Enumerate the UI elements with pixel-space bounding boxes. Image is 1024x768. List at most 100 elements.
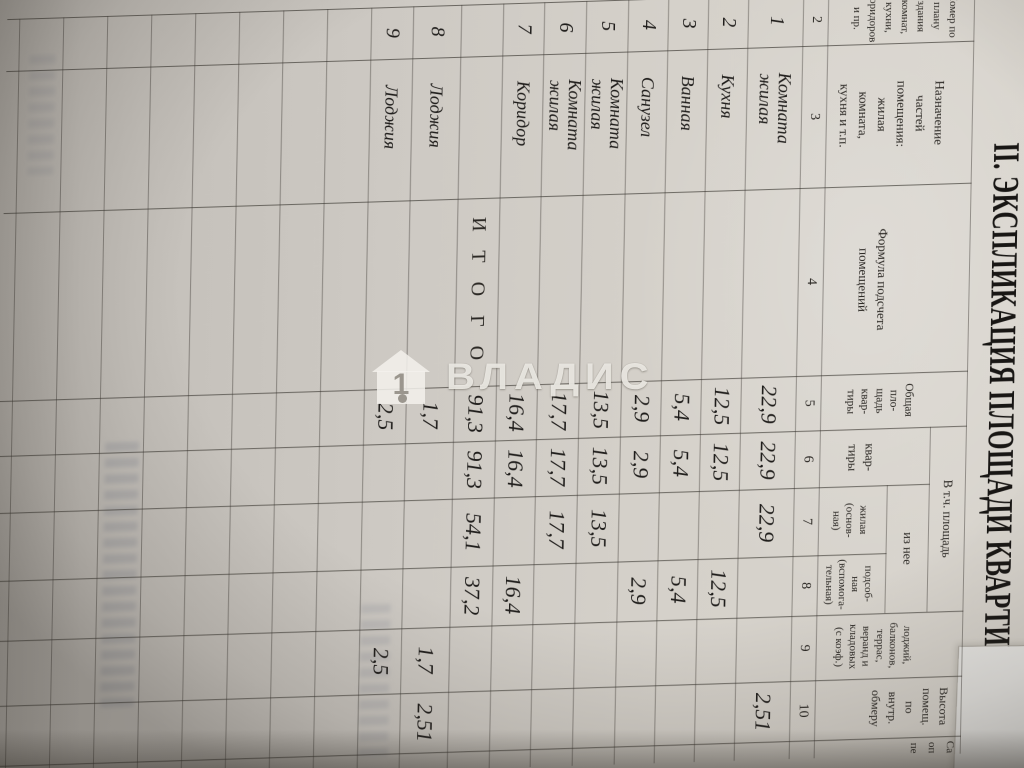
table-row-line xyxy=(312,9,329,768)
column-number-cell: 3 xyxy=(807,112,823,121)
header-plan-number-line: кухни, xyxy=(882,1,896,33)
area-value-cell: 12,5 xyxy=(705,568,732,609)
watermark-text: ВЛАДИС xyxy=(446,356,655,397)
row-number-cell: 5 xyxy=(597,20,620,32)
header-living-area-line: ная) xyxy=(829,510,843,531)
row-number-cell: 7 xyxy=(513,23,536,35)
room-name-line: Комната xyxy=(773,72,796,145)
area-value-cell: 22,9 xyxy=(754,503,781,543)
header-purpose-line: жилая xyxy=(874,97,891,132)
header-purpose-line: помещения: xyxy=(893,80,910,148)
header-loggias-area-line: лоджий, xyxy=(900,625,914,665)
header-plan-number-line: здания xyxy=(914,0,928,33)
header-auxiliary-area-line: ная xyxy=(848,575,862,593)
header-purpose-line: частей xyxy=(912,94,929,132)
header-living-area: жилая (основ-ная) xyxy=(828,486,870,555)
header-height: Высота помещ. по внутр. обмеру xyxy=(866,676,952,739)
column-number-cell: 5 xyxy=(801,399,818,407)
area-value-cell: 16,4 xyxy=(503,448,530,488)
area-value-cell: 37,2 xyxy=(459,576,486,616)
column-number-cell: 6 xyxy=(800,455,816,463)
header-height-line: по xyxy=(902,700,917,714)
header-plan-number-line: коридоров xyxy=(866,0,880,43)
header-purpose-line: комната, xyxy=(855,91,872,140)
room-name-cell: Коридор xyxy=(501,54,545,197)
header-formula-line: Формула подсчета xyxy=(873,228,891,331)
header-height-line: обмеру xyxy=(868,689,883,727)
area-value-cell: 22,9 xyxy=(755,440,782,481)
room-name-cell: Ванная xyxy=(666,49,709,192)
area-value-cell: 2,51 xyxy=(412,702,438,743)
ghost-ink-smudge xyxy=(27,54,56,176)
area-value-cell: 5,4 xyxy=(669,392,695,422)
header-plan-number-line: плану xyxy=(930,1,944,30)
area-value-cell: 17,7 xyxy=(543,509,570,550)
area-value-cell: 2,5 xyxy=(368,647,395,676)
row-number-cell: 1 xyxy=(765,15,788,27)
header-loggias-area-line: веранд и xyxy=(859,625,873,667)
area-value-cell: 22,9 xyxy=(756,384,783,425)
table-row-line xyxy=(268,10,285,768)
table-row-line xyxy=(4,18,21,768)
area-value-cell: 2,9 xyxy=(625,576,652,606)
area-value-cell: 1,7 xyxy=(413,645,440,675)
header-height-line: помещ. xyxy=(919,687,934,726)
header-plan-number-line: и пр. xyxy=(850,6,864,30)
column-number-cell: 2 xyxy=(809,15,825,24)
column-number-cell: 10 xyxy=(795,703,812,718)
room-name-line: Коридор xyxy=(512,80,534,147)
table-row-line xyxy=(180,13,197,768)
header-total-area-line: квар- xyxy=(858,388,872,415)
header-auxiliary-area: подсоб-ная (вспомога-тельная) xyxy=(821,553,875,615)
table-column-line xyxy=(0,675,963,708)
room-name-line: жилая xyxy=(586,78,608,130)
room-name-line: Лоджия xyxy=(426,83,448,149)
row-number-cell: 3 xyxy=(678,18,701,29)
header-height-line: Высота xyxy=(936,687,951,726)
header-living-area-line: жилая xyxy=(856,505,870,535)
vladis-watermark: 1 ВЛАДИС xyxy=(372,350,654,404)
room-name-line: Санузел xyxy=(637,76,659,138)
table-column-line xyxy=(7,0,976,21)
header-loggias-area-line: кладовых xyxy=(846,623,860,670)
room-name-cell: Комната жилая xyxy=(746,46,804,190)
header-purpose-line: кухня и т.п. xyxy=(836,83,853,148)
header-total-area: Общая пло-щадь квар-тиры xyxy=(842,372,916,429)
header-apartment-area: квар-тиры xyxy=(843,428,878,486)
table-row-line xyxy=(136,14,153,768)
column-number-cell: 7 xyxy=(799,517,815,526)
header-next-column-cut-line: Са xyxy=(943,740,956,754)
area-value-cell: 12,5 xyxy=(708,442,734,482)
room-name-cell: Лоджия xyxy=(411,57,462,201)
header-formula: Формула подсчета помещений xyxy=(852,185,894,374)
corner-sticker xyxy=(953,645,1024,768)
room-name-cell: Кухня xyxy=(706,48,749,191)
area-value-cell: 54,1 xyxy=(460,512,487,552)
column-number-cell: 9 xyxy=(797,644,813,652)
header-group-of-it: из нее xyxy=(900,531,915,565)
table-row-line xyxy=(224,11,241,768)
header-total-area-line: тиры xyxy=(844,389,857,415)
header-loggias-area-line: террас, xyxy=(873,628,887,663)
header-loggias-area-line: (с коэф.) xyxy=(832,626,846,668)
header-auxiliary-area-line: (вспомога- xyxy=(835,559,849,610)
header-plan-number: Номер по плану здания комнат, кухни, коридоро… xyxy=(848,0,961,45)
header-apartment-area-line: тиры xyxy=(845,444,860,472)
house-1-logo-icon: 1 xyxy=(372,350,430,404)
header-plan-number-line: комнат, xyxy=(898,0,912,35)
room-name-line: Комната xyxy=(563,78,585,151)
header-next-column-cut: Са оп пе xyxy=(905,736,959,760)
row-number-cell: 9 xyxy=(382,27,405,39)
header-total-area-line: Общая xyxy=(902,383,915,417)
header-next-column-cut-line: оп xyxy=(925,741,938,754)
header-living-area-line: (основ- xyxy=(843,502,857,538)
header-next-column-cut-line: пе xyxy=(907,742,920,754)
room-name-cell: Комната жилая xyxy=(542,53,587,196)
room-name-line: жилая xyxy=(544,79,566,132)
header-auxiliary-area-line: подсоб- xyxy=(861,565,875,603)
column-number-cell: 4 xyxy=(804,277,820,286)
header-formula-line: помещений xyxy=(855,247,872,313)
area-value-cell: 16,4 xyxy=(501,575,527,615)
header-height-line: внутр. xyxy=(885,691,900,725)
